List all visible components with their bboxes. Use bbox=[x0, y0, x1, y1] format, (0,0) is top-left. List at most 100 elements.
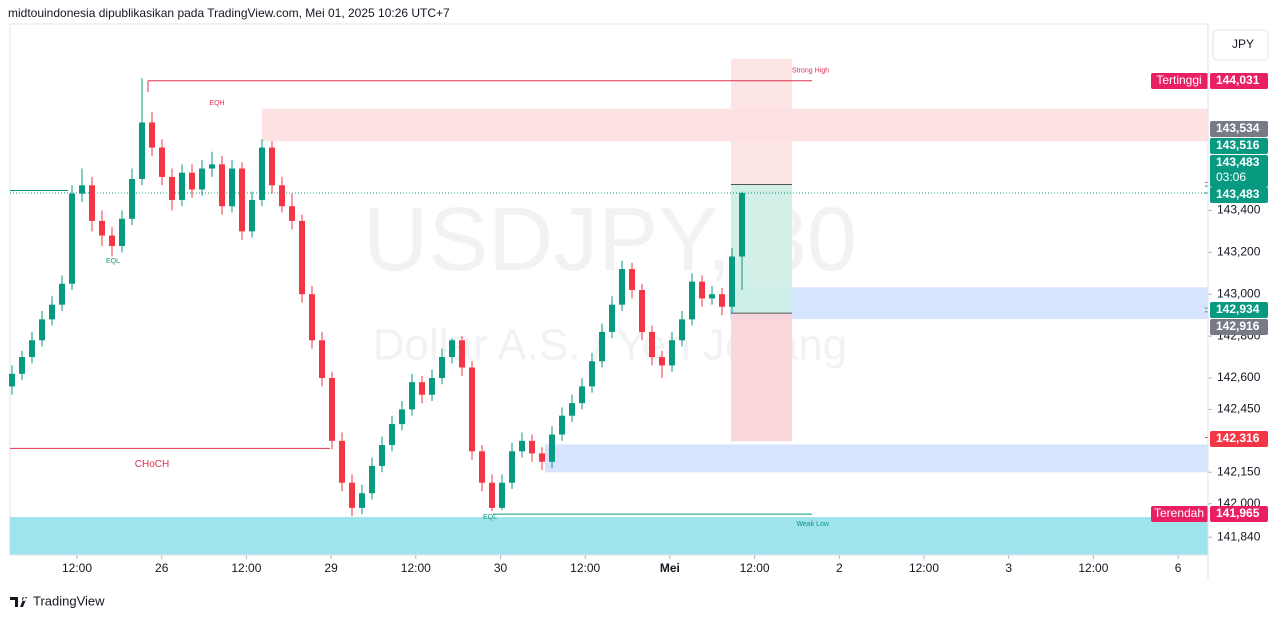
candle-body bbox=[9, 373, 15, 387]
candle-body bbox=[139, 122, 145, 180]
price-label: 143,483 bbox=[1216, 187, 1260, 201]
zone bbox=[730, 287, 1208, 320]
price-label: 144,031 bbox=[1216, 73, 1260, 87]
candle-body bbox=[269, 147, 275, 186]
candle-body bbox=[89, 185, 95, 221]
candle-body bbox=[629, 269, 635, 291]
price-tag: Tertinggi bbox=[1156, 73, 1201, 87]
candle-body bbox=[739, 193, 745, 257]
candle-body bbox=[149, 122, 155, 148]
y-tick-label: 143,200 bbox=[1217, 244, 1261, 258]
zone bbox=[10, 517, 1208, 555]
candle-body bbox=[469, 367, 475, 452]
candle-body bbox=[429, 378, 435, 395]
y-tick-label: 143,000 bbox=[1217, 286, 1261, 300]
candle-body bbox=[209, 164, 215, 169]
candle-body bbox=[419, 382, 425, 395]
candle-body bbox=[679, 319, 685, 341]
candle-body bbox=[579, 386, 585, 404]
y-tick-label: 141,840 bbox=[1217, 529, 1261, 543]
candle-body bbox=[669, 340, 675, 366]
candle-body bbox=[239, 168, 245, 232]
candle-body bbox=[539, 453, 545, 462]
price-tag-box bbox=[1151, 506, 1208, 522]
candle-body bbox=[509, 451, 515, 483]
candle-body bbox=[549, 434, 555, 462]
candle-body bbox=[79, 185, 85, 194]
price-label-box bbox=[1210, 73, 1268, 89]
x-tick-label: 29 bbox=[324, 561, 338, 575]
price-label: 142,934 bbox=[1216, 302, 1260, 316]
candle-body bbox=[599, 331, 605, 362]
candle-body bbox=[329, 378, 335, 441]
x-tick-label: Mei bbox=[660, 561, 680, 575]
candle-body bbox=[559, 415, 565, 435]
candle-body bbox=[99, 220, 105, 236]
position-band bbox=[731, 313, 792, 442]
x-tick-label: 12:00 bbox=[570, 561, 600, 575]
candle-body bbox=[569, 403, 575, 416]
candle-body bbox=[69, 193, 75, 284]
y-tick-label: 142,450 bbox=[1217, 402, 1261, 416]
candle-body bbox=[59, 283, 65, 305]
candle-body bbox=[729, 256, 735, 307]
candle-body bbox=[169, 176, 175, 200]
level-label: Weak Low bbox=[796, 521, 829, 528]
price-label: 143,483 bbox=[1216, 155, 1260, 169]
structure-mark: EQL bbox=[483, 514, 497, 521]
candle-body bbox=[319, 340, 325, 378]
x-tick-label: 2 bbox=[836, 561, 843, 575]
candle-body bbox=[529, 440, 535, 454]
y-tick-label: 142,150 bbox=[1217, 464, 1261, 478]
candle-body bbox=[609, 304, 615, 332]
candle-body bbox=[299, 220, 305, 295]
price-tag: Terendah bbox=[1154, 506, 1204, 520]
price-label-box bbox=[1210, 506, 1268, 522]
price-label: 141,965 bbox=[1216, 506, 1260, 520]
candle-body bbox=[179, 172, 185, 200]
candle-body bbox=[129, 179, 135, 219]
y-tick-label: 142,600 bbox=[1217, 370, 1261, 384]
candle-body bbox=[29, 340, 35, 358]
brand: TradingView bbox=[33, 593, 105, 608]
candle-body bbox=[439, 357, 445, 378]
candle-body bbox=[699, 281, 705, 299]
candle-body bbox=[39, 319, 45, 341]
price-label-box bbox=[1210, 121, 1268, 137]
candle-body bbox=[109, 235, 115, 247]
candle-body bbox=[199, 168, 205, 190]
candle-body bbox=[249, 199, 255, 232]
candle-body bbox=[479, 451, 485, 483]
candle-body bbox=[499, 482, 505, 508]
candle-body bbox=[189, 172, 195, 190]
position-band bbox=[731, 58, 792, 185]
candle-body bbox=[489, 482, 495, 508]
x-tick-label: 30 bbox=[494, 561, 508, 575]
x-tick-label: 12:00 bbox=[401, 561, 431, 575]
candle-body bbox=[349, 482, 355, 508]
x-tick-label: 12:00 bbox=[62, 561, 92, 575]
x-tick-label: 12:00 bbox=[1078, 561, 1108, 575]
currency-label: JPY bbox=[1232, 37, 1254, 51]
candle-body bbox=[159, 147, 165, 177]
candle-body bbox=[219, 164, 225, 207]
price-tag-box bbox=[1151, 73, 1208, 89]
brand-logo bbox=[10, 597, 27, 607]
candle-body bbox=[19, 357, 25, 374]
candle-body bbox=[449, 340, 455, 358]
level-label: Strong High bbox=[792, 68, 829, 75]
price-label: 143,516 bbox=[1216, 138, 1260, 152]
candle-body bbox=[589, 361, 595, 387]
header: midtouindonesia dipublikasikan pada Trad… bbox=[8, 6, 450, 20]
candle-body bbox=[619, 269, 625, 305]
x-tick-label: 26 bbox=[155, 561, 169, 575]
candle-body bbox=[259, 147, 265, 200]
structure-mark: EQH bbox=[209, 100, 224, 107]
currency-button[interactable] bbox=[1212, 29, 1269, 61]
candle-body bbox=[709, 294, 715, 299]
price-label: 143,534 bbox=[1216, 121, 1260, 135]
candle-body bbox=[309, 294, 315, 341]
price-label-box bbox=[1210, 431, 1268, 447]
candle-body bbox=[689, 281, 695, 320]
x-tick-label: 12:00 bbox=[231, 561, 261, 575]
